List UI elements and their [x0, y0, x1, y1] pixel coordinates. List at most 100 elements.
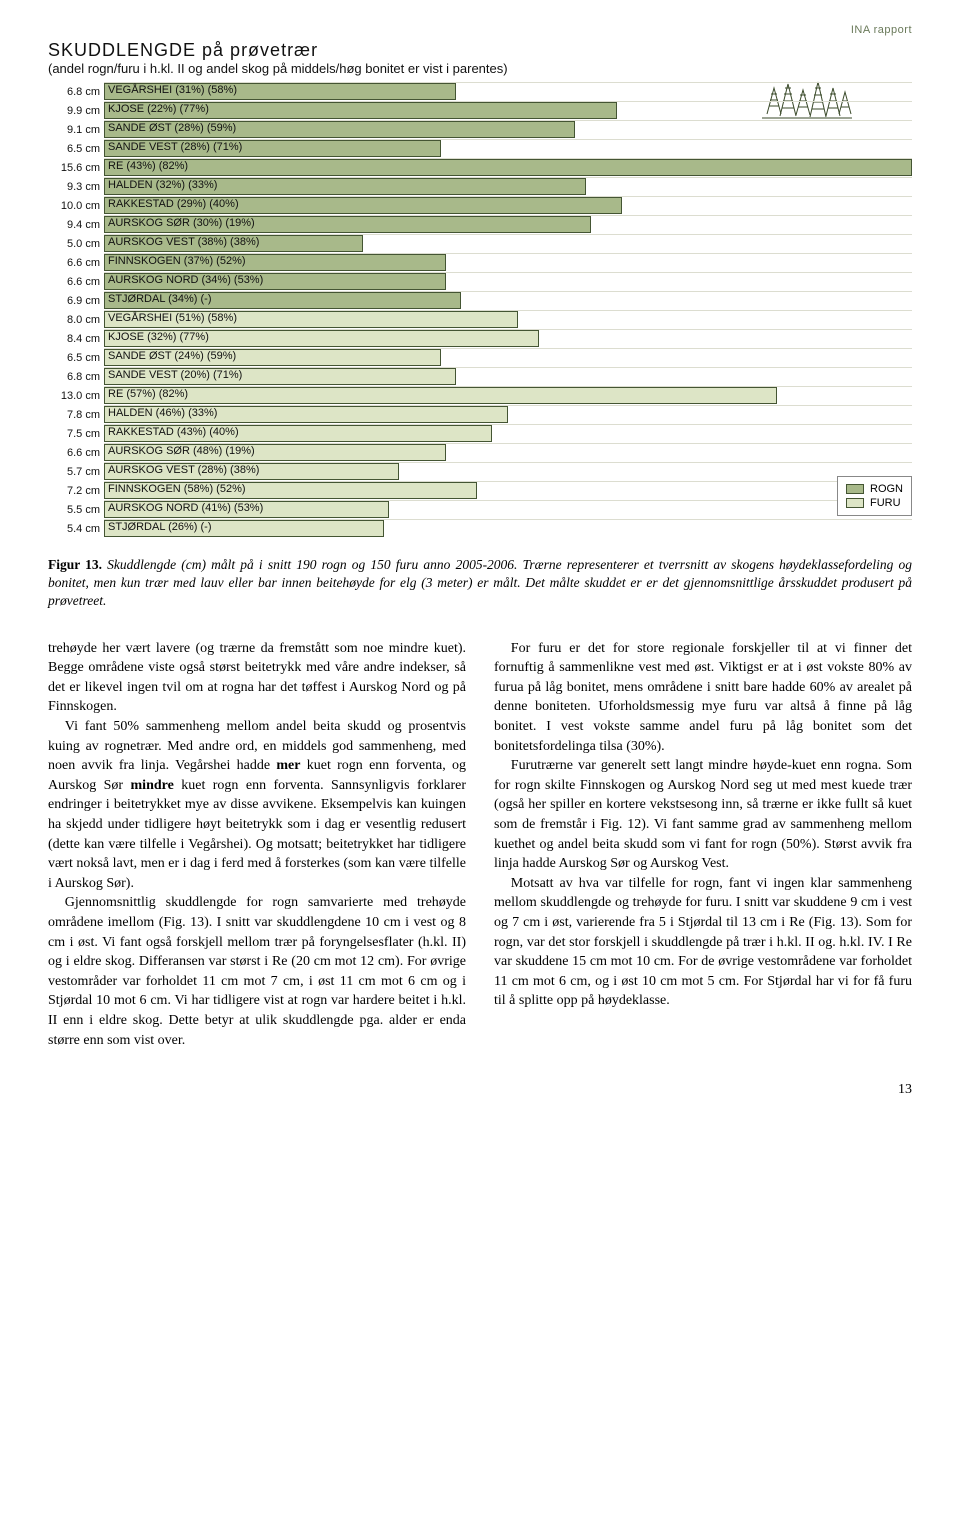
page-number: 13	[48, 1082, 912, 1098]
bar-value: 10.0 cm	[48, 200, 104, 212]
bar-track: KJOSE (32%) (77%)	[104, 329, 912, 348]
bar-row: 7.8 cmHALDEN (46%) (33%)	[48, 405, 912, 424]
bar-value: 6.5 cm	[48, 352, 104, 364]
bar-value: 9.1 cm	[48, 124, 104, 136]
bar-label: RAKKESTAD (43%) (40%)	[108, 426, 239, 438]
bar-value: 6.8 cm	[48, 86, 104, 98]
bar-row: 5.7 cm AURSKOG VEST (28%) (38%)	[48, 462, 912, 481]
bar-track: AURSKOG NORD (34%) (53%)	[104, 272, 912, 291]
chart-legend: ROGN FURU	[837, 476, 912, 516]
legend-label: FURU	[870, 497, 901, 509]
bar-chart: 6.8 cm VEGÅRSHEI (31%) (58%) 9.9 cm KJOSE (…	[48, 82, 912, 538]
legend-label: ROGN	[870, 483, 903, 495]
bar-track: VEGÅRSHEI (31%) (58%)	[104, 82, 912, 101]
report-header: INA rapport	[48, 24, 912, 36]
bar-row: 5.0 cm AURSKOG VEST (38%) (38%)	[48, 234, 912, 253]
bar-row: 8.4 cmKJOSE (32%) (77%)	[48, 329, 912, 348]
bar-value: 5.4 cm	[48, 523, 104, 535]
bar-value: 5.5 cm	[48, 504, 104, 516]
bar-value: 8.4 cm	[48, 333, 104, 345]
bar-value: 6.8 cm	[48, 371, 104, 383]
bar-label: RE (43%) (82%)	[108, 160, 188, 172]
bar-row: 8.0 cm VEGÅRSHEI (51%) (58%)	[48, 310, 912, 329]
bar-row: 6.8 cm SANDE VEST (20%) (71%)	[48, 367, 912, 386]
bar-label: STJØRDAL (26%) (-)	[108, 521, 212, 533]
bar-label: AURSKOG NORD (41%) (53%)	[108, 502, 263, 514]
bar-row: 9.4 cmAURSKOG SØR (30%) (19%)	[48, 215, 912, 234]
bar-track: AURSKOG SØR (48%) (19%)	[104, 443, 912, 462]
bar-row: 10.0 cm RAKKESTAD (29%) (40%)	[48, 196, 912, 215]
bar-row: 7.2 cmFINNSKOGEN (58%) (52%)	[48, 481, 912, 500]
bar-track: STJØRDAL (34%) (-)	[104, 291, 912, 310]
bar-label: VEGÅRSHEI (31%) (58%)	[108, 84, 237, 96]
bar-label: SANDE ØST (24%) (59%)	[108, 350, 236, 362]
bar-row: 6.6 cm FINNSKOGEN (37%) (52%)	[48, 253, 912, 272]
paragraph: trehøyde her vært lavere (og trærne da f…	[48, 639, 466, 717]
caption-text: Skuddlengde (cm) målt på i snitt 190 rog…	[48, 557, 912, 608]
legend-item: FURU	[846, 497, 903, 509]
bar-track: KJOSE (22%) (77%)	[104, 101, 912, 120]
bar-track: RAKKESTAD (43%) (40%)	[104, 424, 912, 443]
bar-track: STJØRDAL (26%) (-)	[104, 519, 912, 538]
bar-track: RE (57%) (82%)	[104, 386, 912, 405]
bar-row: 9.1 cm SANDE ØST (28%) (59%)	[48, 120, 912, 139]
bar-label: AURSKOG NORD (34%) (53%)	[108, 274, 263, 286]
bar-row: 7.5 cm RAKKESTAD (43%) (40%)	[48, 424, 912, 443]
bar-value: 7.8 cm	[48, 409, 104, 421]
bar-row: 6.6 cmAURSKOG SØR (48%) (19%)	[48, 443, 912, 462]
bar-value: 9.9 cm	[48, 105, 104, 117]
bar-row: 6.8 cm VEGÅRSHEI (31%) (58%)	[48, 82, 912, 101]
bar-value: 6.9 cm	[48, 295, 104, 307]
bar-track: AURSKOG VEST (38%) (38%)	[104, 234, 912, 253]
bar-label: FINNSKOGEN (58%) (52%)	[108, 483, 246, 495]
bar-label: AURSKOG VEST (38%) (38%)	[108, 236, 259, 248]
legend-swatch-rogn	[846, 484, 864, 494]
bar-label: RAKKESTAD (29%) (40%)	[108, 198, 239, 210]
bar-value: 6.6 cm	[48, 447, 104, 459]
figure-caption: Figur 13. Skuddlengde (cm) målt på i sni…	[48, 556, 912, 611]
bar-label: KJOSE (22%) (77%)	[108, 103, 209, 115]
bar-value: 6.5 cm	[48, 143, 104, 155]
body-text: trehøyde her vært lavere (og trærne da f…	[48, 639, 912, 1050]
bar-value: 9.3 cm	[48, 181, 104, 193]
bar-track: SANDE ØST (24%) (59%)	[104, 348, 912, 367]
bar-label: HALDEN (32%) (33%)	[108, 179, 217, 191]
bar-label: VEGÅRSHEI (51%) (58%)	[108, 312, 237, 324]
paragraph: Vi fant 50% sammenheng mellom andel beit…	[48, 717, 466, 893]
bar-track: AURSKOG VEST (28%) (38%)	[104, 462, 912, 481]
bar-value: 6.6 cm	[48, 276, 104, 288]
legend-item: ROGN	[846, 483, 903, 495]
bar-value: 9.4 cm	[48, 219, 104, 231]
legend-swatch-furu	[846, 498, 864, 508]
bar-label: SANDE ØST (28%) (59%)	[108, 122, 236, 134]
bar-row: 5.4 cm STJØRDAL (26%) (-)	[48, 519, 912, 538]
bar-track: FINNSKOGEN (37%) (52%)	[104, 253, 912, 272]
bar-value: 5.0 cm	[48, 238, 104, 250]
bar-fill	[104, 159, 912, 176]
bar-value: 6.6 cm	[48, 257, 104, 269]
paragraph: Gjennomsnittlig skuddlengde for rogn sam…	[48, 893, 466, 1050]
paragraph: For furu er det for store regionale fors…	[494, 639, 912, 757]
chart-subtitle: (andel rogn/furu i h.kl. II og andel sko…	[48, 61, 912, 76]
bar-row: 15.6 cm RE (43%) (82%)	[48, 158, 912, 177]
bar-row: 6.9 cmSTJØRDAL (34%) (-)	[48, 291, 912, 310]
bar-value: 8.0 cm	[48, 314, 104, 326]
bar-track: SANDE VEST (28%) (71%)	[104, 139, 912, 158]
bar-value: 13.0 cm	[48, 390, 104, 402]
bar-label: AURSKOG VEST (28%) (38%)	[108, 464, 259, 476]
paragraph: Motsatt av hva var tilfelle for rogn, fa…	[494, 874, 912, 1011]
bar-row: 6.5 cm SANDE ØST (24%) (59%)	[48, 348, 912, 367]
bar-value: 15.6 cm	[48, 162, 104, 174]
chart-title: SKUDDLENGDE på prøvetrær	[48, 40, 912, 61]
bar-track: AURSKOG SØR (30%) (19%)	[104, 215, 912, 234]
bar-track: FINNSKOGEN (58%) (52%)	[104, 481, 912, 500]
bar-value: 5.7 cm	[48, 466, 104, 478]
caption-label: Figur 13.	[48, 557, 102, 572]
bar-value: 7.5 cm	[48, 428, 104, 440]
bar-label: SANDE VEST (20%) (71%)	[108, 369, 242, 381]
bar-track: AURSKOG NORD (41%) (53%)	[104, 500, 912, 519]
paragraph: Furutrærne var generelt sett langt mindr…	[494, 756, 912, 874]
bar-label: FINNSKOGEN (37%) (52%)	[108, 255, 246, 267]
bar-label: SANDE VEST (28%) (71%)	[108, 141, 242, 153]
bar-track: VEGÅRSHEI (51%) (58%)	[104, 310, 912, 329]
